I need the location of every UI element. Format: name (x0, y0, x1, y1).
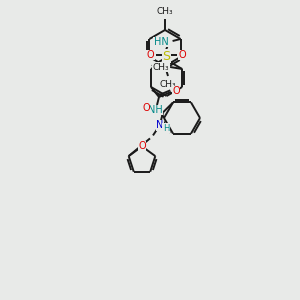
Text: CH₃: CH₃ (160, 80, 176, 89)
Text: O: O (179, 50, 186, 60)
Text: O: O (172, 86, 180, 96)
Text: N: N (156, 120, 164, 130)
Text: O: O (138, 141, 146, 152)
Text: S: S (163, 50, 171, 62)
Text: O: O (147, 50, 154, 60)
Text: O: O (142, 103, 150, 113)
Text: CH₃: CH₃ (153, 62, 169, 71)
Text: H: H (163, 124, 169, 133)
Text: HN: HN (154, 37, 169, 47)
Text: NH: NH (148, 105, 162, 115)
Text: CH₃: CH₃ (157, 7, 173, 16)
